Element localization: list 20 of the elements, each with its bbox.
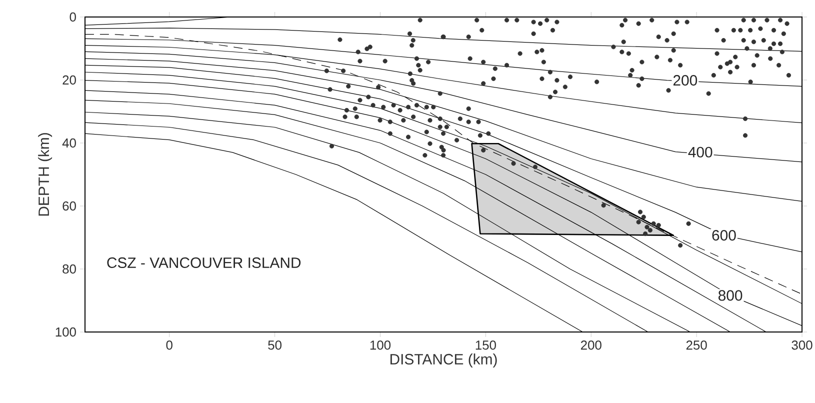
annotation: 200 [673,75,698,86]
x-tick-label: 250 [686,340,707,350]
x-tick-label: 150 [476,340,496,350]
y-tick-label: 80 [62,264,76,274]
annotation: 800 [718,290,742,301]
y-tick-label: 40 [62,138,76,148]
y-axis-title: DEPTH (km) [38,133,52,216]
annotation: CSZ - VANCOUVER ISLAND [107,257,301,268]
annotation: 600 [712,230,736,241]
y-tick-label: 20 [62,75,76,85]
x-axis-title: DISTANCE (km) [390,354,497,368]
x-tick-label: 50 [268,340,282,350]
annotation: 400 [688,146,712,158]
x-tick-label: 0 [166,340,172,350]
y-tick-label: 100 [56,327,76,337]
x-tick-label: 300 [792,340,812,350]
x-tick-label: 200 [580,340,602,350]
x-tick-label: 100 [370,340,391,350]
y-tick-label: 0 [70,12,76,22]
y-tick-label: 60 [62,201,76,211]
